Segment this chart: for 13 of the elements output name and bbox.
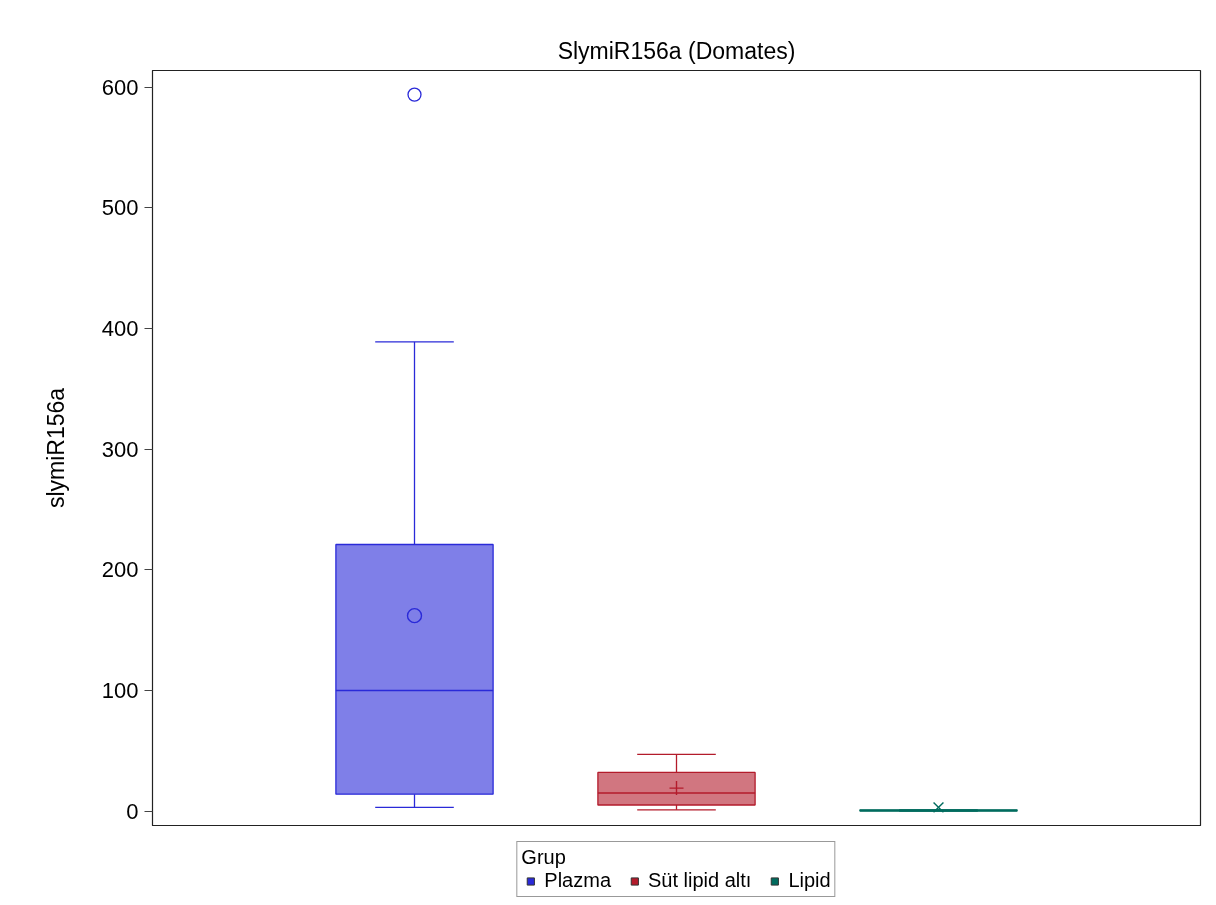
legend-label: Lipid <box>788 869 831 892</box>
legend-label: Süt lipid altı <box>648 869 752 892</box>
y-tick-label: 300 <box>101 436 139 462</box>
legend-title: Grup <box>521 846 567 869</box>
y-axis-title: slymiR156a <box>42 387 69 509</box>
chart-title: SlymiR156a (Domates) <box>557 37 796 64</box>
y-tick-label: 500 <box>101 195 139 221</box>
legend-label: Plazma <box>544 869 612 892</box>
y-tick-label: 600 <box>101 74 139 100</box>
y-tick-label: 0 <box>126 798 139 824</box>
y-tick-label: 100 <box>101 677 139 703</box>
y-tick-label: 200 <box>101 557 139 583</box>
y-tick-label: 400 <box>101 316 139 342</box>
